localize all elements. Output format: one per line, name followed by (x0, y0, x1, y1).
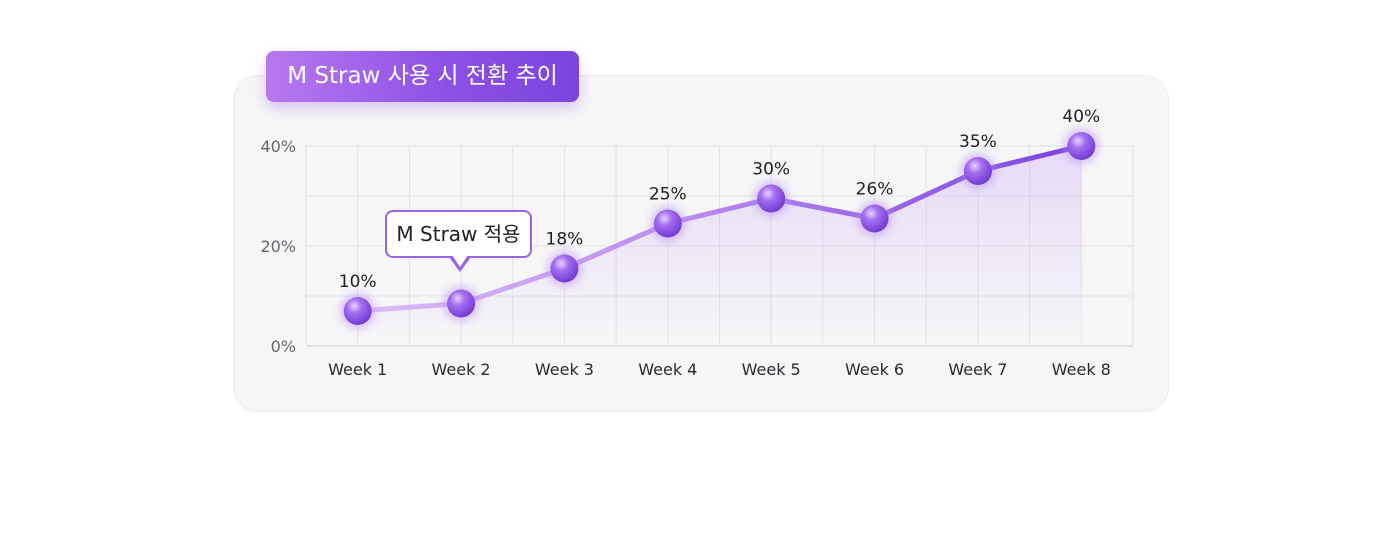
chart-labels: 0% 20% 40% Week 1 Week 2 Week 3 Week 4 Week 5 We… (260, 107, 1110, 379)
data-point (550, 254, 579, 283)
chart-title: M Straw 사용 시 전환 추이 (266, 51, 579, 102)
data-point (343, 297, 372, 325)
y-tick-label: 40% (260, 137, 296, 156)
y-tick-label: 20% (260, 237, 296, 256)
x-tick-label: Week 6 (845, 360, 904, 379)
x-tick-label: Week 3 (535, 360, 594, 379)
data-point (653, 209, 682, 238)
chart-area-fill (357, 146, 1082, 346)
x-tick-label: Week 5 (742, 360, 801, 379)
x-tick-label: Week 1 (328, 360, 387, 379)
data-label: 30% (752, 160, 790, 180)
series-line-segment (872, 168, 981, 221)
data-label: 26% (856, 180, 894, 200)
data-label: 40% (1062, 107, 1100, 127)
x-tick-label: Week 8 (1052, 360, 1111, 379)
data-label: 35% (959, 132, 997, 152)
data-label: 10% (339, 272, 377, 292)
data-point (1067, 132, 1096, 160)
callout-annotation: M Straw 적용 (385, 210, 532, 258)
series-line-segment (561, 221, 671, 271)
x-tick-label: Week 7 (948, 360, 1007, 379)
data-label: 25% (649, 185, 687, 205)
chart-markers (339, 128, 1100, 329)
data-point (447, 289, 476, 318)
x-tick-label: Week 4 (638, 360, 697, 379)
data-point (860, 204, 889, 233)
data-point (963, 157, 992, 185)
area-fill (357, 146, 1082, 346)
data-point (757, 184, 786, 213)
x-tick-label: Week 2 (432, 360, 491, 379)
y-tick-label: 0% (271, 337, 296, 356)
callout-pointer-fill (452, 255, 468, 267)
data-label: 18% (546, 230, 584, 250)
series-line-segment (458, 266, 567, 306)
